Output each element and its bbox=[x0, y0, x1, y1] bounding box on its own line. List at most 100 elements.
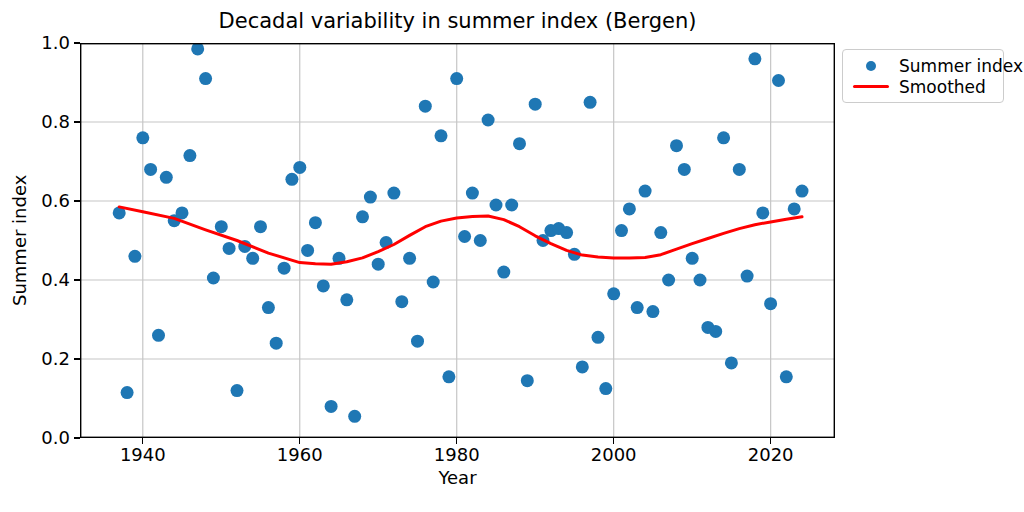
scatter-point bbox=[317, 279, 330, 292]
scatter-point bbox=[576, 360, 589, 373]
scatter-point bbox=[121, 386, 134, 399]
scatter-point bbox=[505, 199, 518, 212]
scatter-point bbox=[231, 384, 244, 397]
y-axis-label: Summer index bbox=[8, 43, 32, 438]
scatter-point bbox=[278, 262, 291, 275]
scatter-marker-icon bbox=[866, 61, 876, 71]
scatter-point bbox=[678, 163, 691, 176]
scatter-point bbox=[301, 244, 314, 257]
scatter-point bbox=[662, 274, 675, 287]
y-tick-mark bbox=[74, 200, 80, 201]
scatter-point bbox=[183, 149, 196, 162]
scatter-point bbox=[285, 173, 298, 186]
scatter-point bbox=[270, 337, 283, 350]
scatter-point bbox=[772, 74, 785, 87]
scatter-point bbox=[780, 370, 793, 383]
scatter-point bbox=[584, 96, 597, 109]
legend: Summer index Smoothed bbox=[842, 49, 1004, 103]
scatter-point bbox=[466, 187, 479, 200]
scatter-point bbox=[686, 252, 699, 265]
scatter-point bbox=[262, 301, 275, 314]
x-axis-label: Year bbox=[80, 468, 835, 488]
scatter-point bbox=[207, 272, 220, 285]
legend-item-summer-index: Summer index bbox=[851, 55, 997, 76]
plot-area bbox=[80, 43, 835, 438]
scatter-point bbox=[356, 210, 369, 223]
scatter-point bbox=[411, 335, 424, 348]
legend-label: Smoothed bbox=[899, 77, 986, 97]
scatter-point bbox=[497, 266, 510, 279]
chart-canvas bbox=[80, 43, 835, 438]
scatter-point bbox=[623, 202, 636, 215]
y-tick-mark bbox=[74, 279, 80, 280]
scatter-point bbox=[560, 226, 573, 239]
scatter-point bbox=[654, 226, 667, 239]
scatter-point bbox=[646, 305, 659, 318]
scatter-point bbox=[631, 301, 644, 314]
legend-label: Summer index bbox=[899, 56, 1023, 76]
legend-item-smoothed: Smoothed bbox=[851, 76, 997, 97]
scatter-point bbox=[529, 98, 542, 111]
scatter-point bbox=[796, 185, 809, 198]
scatter-point bbox=[199, 72, 212, 85]
scatter-point bbox=[372, 258, 385, 271]
scatter-point bbox=[442, 370, 455, 383]
scatter-point bbox=[293, 161, 306, 174]
scatter-point bbox=[395, 295, 408, 308]
scatter-point bbox=[309, 216, 322, 229]
scatter-point bbox=[128, 250, 141, 263]
x-tick-label: 2000 bbox=[579, 445, 649, 465]
plot-frame bbox=[81, 44, 835, 438]
scatter-point bbox=[639, 185, 652, 198]
scatter-point bbox=[599, 382, 612, 395]
chart-figure: Decadal variability in summer index (Ber… bbox=[0, 0, 1024, 512]
scatter-point bbox=[709, 325, 722, 338]
y-tick-mark bbox=[74, 358, 80, 359]
scatter-point bbox=[419, 100, 432, 113]
chart-title: Decadal variability in summer index (Ber… bbox=[80, 8, 835, 34]
x-tick-label: 1980 bbox=[422, 445, 492, 465]
scatter-point bbox=[348, 410, 361, 423]
scatter-point bbox=[741, 270, 754, 283]
scatter-point bbox=[340, 293, 353, 306]
scatter-point bbox=[490, 199, 503, 212]
scatter-point bbox=[694, 274, 707, 287]
scatter-point bbox=[427, 276, 440, 289]
scatter-point bbox=[474, 234, 487, 247]
scatter-point bbox=[215, 220, 228, 233]
y-tick-mark bbox=[74, 42, 80, 43]
scatter-point bbox=[387, 187, 400, 200]
scatter-point bbox=[246, 252, 259, 265]
scatter-point bbox=[191, 43, 204, 55]
scatter-point bbox=[764, 297, 777, 310]
scatter-point bbox=[160, 171, 173, 184]
scatter-point bbox=[756, 206, 769, 219]
scatter-point bbox=[144, 163, 157, 176]
scatter-point bbox=[733, 163, 746, 176]
scatter-point bbox=[254, 220, 267, 233]
scatter-point bbox=[615, 224, 628, 237]
line-marker-icon bbox=[853, 85, 889, 88]
scatter-point bbox=[176, 206, 189, 219]
scatter-point bbox=[450, 72, 463, 85]
scatter-point bbox=[592, 331, 605, 344]
scatter-point bbox=[717, 131, 730, 144]
scatter-point bbox=[607, 287, 620, 300]
scatter-point bbox=[136, 131, 149, 144]
y-tick-mark bbox=[74, 121, 80, 122]
scatter-point bbox=[223, 242, 236, 255]
scatter-point bbox=[364, 191, 377, 204]
scatter-point bbox=[325, 400, 338, 413]
scatter-point bbox=[152, 329, 165, 342]
x-tick-label: 1940 bbox=[108, 445, 178, 465]
scatter-point bbox=[482, 114, 495, 127]
y-tick-mark bbox=[74, 437, 80, 438]
x-tick-label: 2020 bbox=[736, 445, 806, 465]
x-tick-label: 1960 bbox=[265, 445, 335, 465]
scatter-point bbox=[435, 129, 448, 142]
scatter-point bbox=[521, 374, 534, 387]
scatter-point bbox=[748, 52, 761, 65]
scatter-point bbox=[513, 137, 526, 150]
scatter-point bbox=[788, 202, 801, 215]
scatter-point bbox=[725, 356, 738, 369]
